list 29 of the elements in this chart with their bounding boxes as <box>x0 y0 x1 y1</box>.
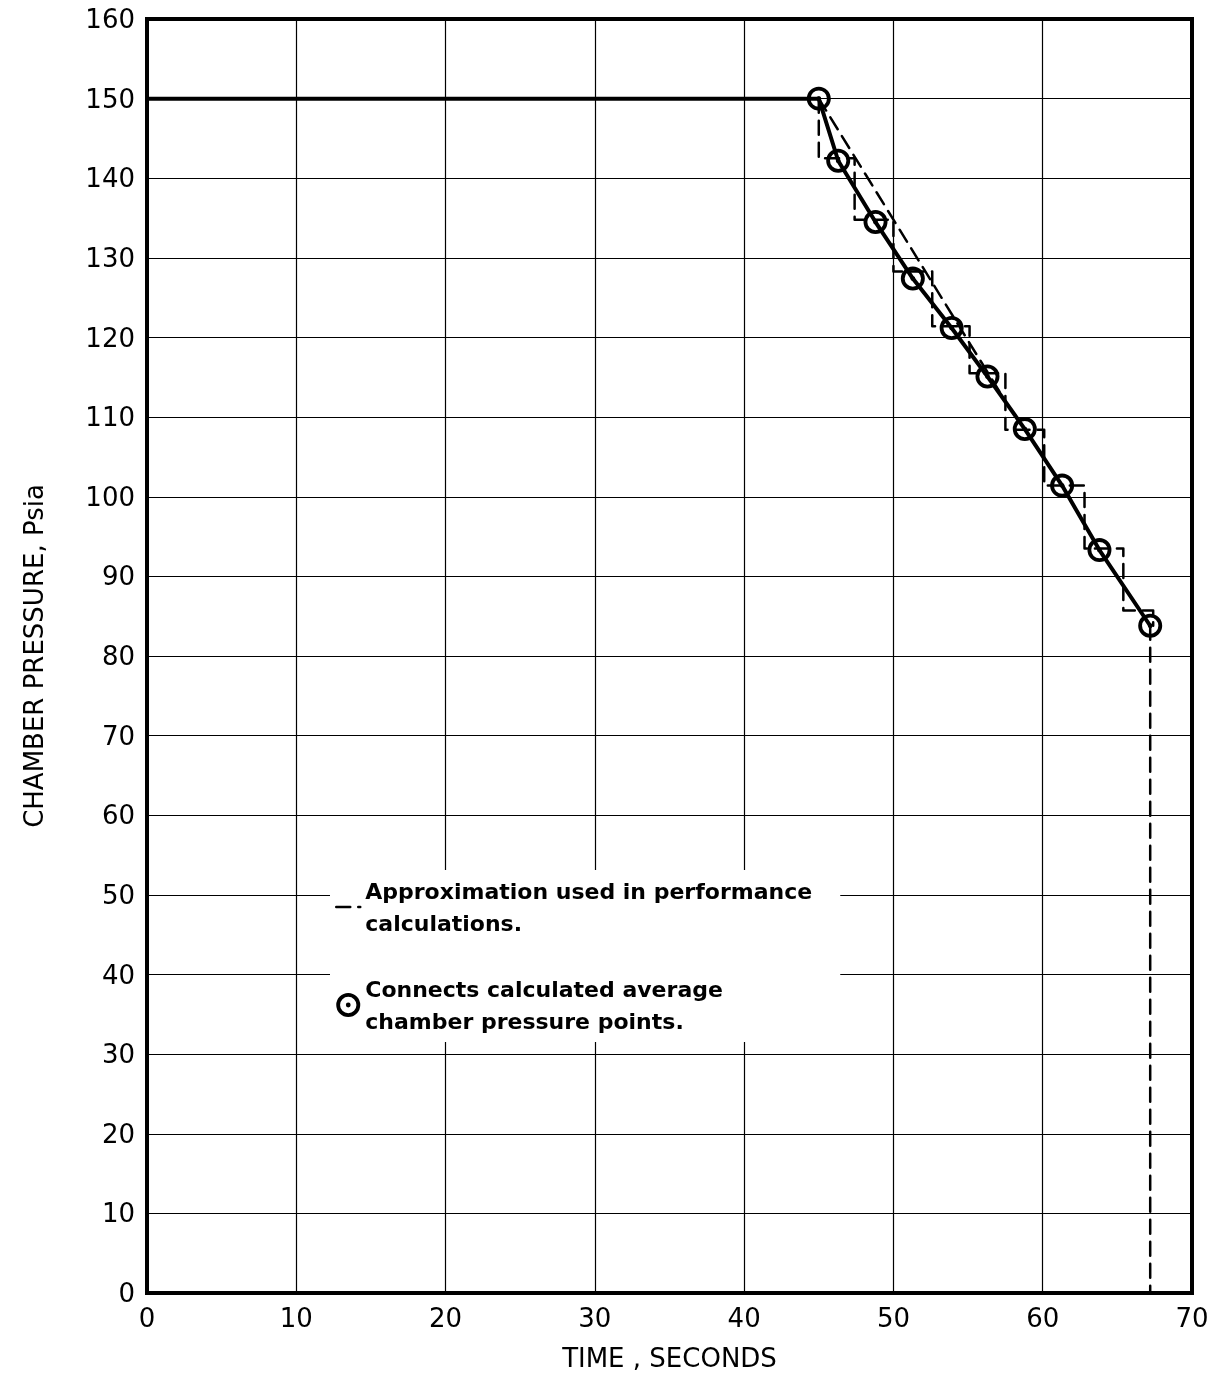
y-tick-label: 30 <box>101 1039 135 1070</box>
y-tick-label: 20 <box>101 1118 135 1149</box>
y-tick-label: 100 <box>85 481 135 512</box>
y-tick-label: 110 <box>85 402 135 433</box>
y-tick-label: 80 <box>101 641 135 671</box>
legend-label: Connects calculated average chamber pressure points. <box>365 976 731 1034</box>
y-tick-label: 150 <box>85 83 135 114</box>
y-tick-label: 160 <box>85 4 135 34</box>
legend-label: Approximation used in performance calculations. <box>365 878 820 936</box>
x-axis-title: TIME , SECONDS <box>561 1343 777 1373</box>
x-tick-label: 70 <box>1175 1303 1209 1333</box>
x-tick-label: 10 <box>279 1303 313 1333</box>
x-tick-label: 20 <box>429 1303 463 1333</box>
y-tick-label: 130 <box>85 242 135 273</box>
y-tick-label: 90 <box>101 561 135 592</box>
x-tick-label: 50 <box>876 1303 910 1333</box>
x-tick-label: 40 <box>727 1303 761 1333</box>
y-tick-label: 40 <box>101 959 135 990</box>
x-tick-label: 30 <box>578 1303 612 1333</box>
y-axis-title: CHAMBER PRESSURE, Psia <box>19 484 49 828</box>
x-tick-label: 0 <box>138 1303 156 1333</box>
y-tick-label: 120 <box>85 322 135 353</box>
y-tick-label: 70 <box>101 720 135 751</box>
y-tick-label: 60 <box>101 800 135 831</box>
y-tick-label: 0 <box>118 1278 135 1308</box>
x-tick-label: 60 <box>1026 1303 1060 1333</box>
y-tick-label: 50 <box>101 879 135 910</box>
y-tick-label: 10 <box>101 1198 135 1229</box>
y-tick-label: 140 <box>85 163 135 194</box>
